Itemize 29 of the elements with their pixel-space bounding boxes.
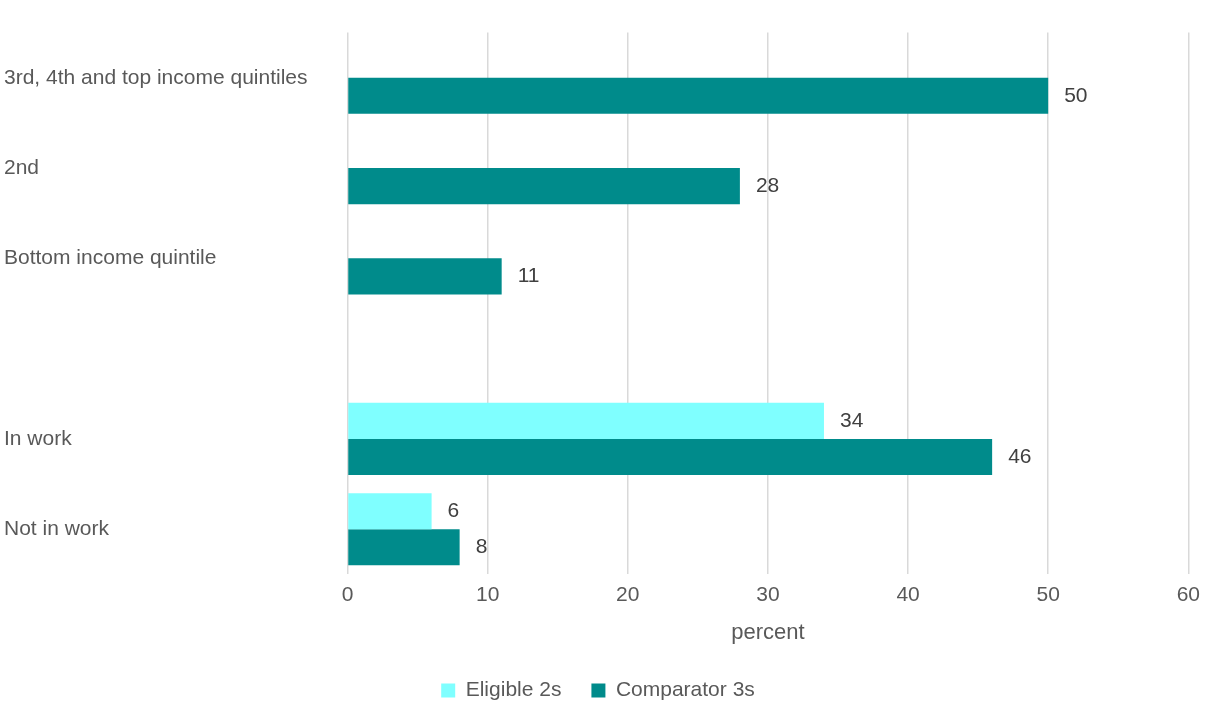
y-tick-label: Bottom income quintile [4,245,217,269]
bar [348,438,993,476]
y-tick-label: Not in work [4,516,110,540]
data-label: 34 [839,407,864,431]
data-label: 6 [447,497,460,521]
data-label: 46 [1008,443,1032,467]
data-label: 8 [475,534,488,558]
bar [348,77,1049,114]
bar [348,529,460,566]
legend-label: Eligible 2s [465,677,562,701]
y-tick-label: 3rd, 4th and top income quintiles [4,64,308,88]
bar [348,258,502,295]
y-tick-label: 2nd [4,154,40,178]
data-label: 28 [755,172,780,196]
x-tick-label: 0 [341,581,354,605]
x-tick-label: 10 [475,581,500,605]
bar [348,493,432,530]
data-label: 50 [1064,82,1088,106]
x-tick-label: 50 [1036,581,1060,605]
y-tick-label: In work [4,425,73,449]
bar [348,168,740,205]
x-axis-title: percent [731,618,805,644]
x-tick-label: 60 [1176,581,1200,605]
x-tick-label: 40 [896,581,920,605]
x-tick-label: 30 [756,581,780,605]
legend-label: Comparator 3s [615,677,755,701]
data-label: 11 [517,263,540,287]
x-tick-label: 20 [616,581,640,605]
bar [348,402,824,439]
